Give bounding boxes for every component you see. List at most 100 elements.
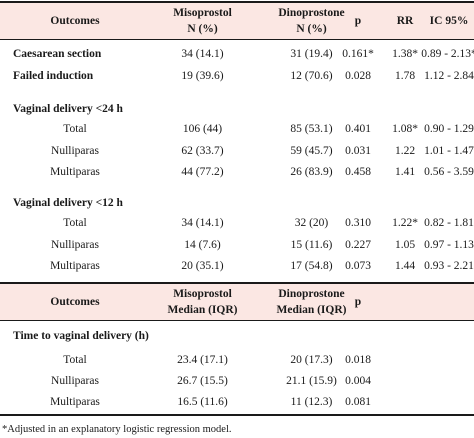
cell-dinoprostone: 11 (12.3) [290, 396, 333, 408]
header-misoprostol-line2: N (%) [187, 23, 218, 35]
table-row-vd12-total: Total 34 (14.1) 32 (20) 0.310 1.22* 0.82… [0, 213, 474, 233]
section-title: Time to vaginal delivery (h) [13, 330, 149, 342]
table-row-vd12-multi: Multiparas 20 (35.1) 17 (54.8) 0.073 1.4… [0, 256, 474, 276]
table-row-time-multi: Multiparas 16.5 (11.6) 11 (12.3) 0.081 [0, 392, 474, 412]
header-outcomes: Outcomes [50, 296, 100, 308]
cell-dinoprostone: 15 (11.6) [290, 239, 333, 251]
table-header-1: Outcomes Misoprostol N (%) Dinoprostone … [0, 3, 474, 39]
cell-misoprostol: 16.5 (11.6) [177, 396, 228, 408]
header-misoprostol-line1: Misoprostol [173, 7, 232, 19]
section-title: Vaginal delivery <12 h [13, 197, 123, 209]
cell-ic: 0.90 - 1.29 [424, 123, 474, 135]
row-label: Total [63, 354, 87, 366]
row-label: Nulliparas [51, 145, 99, 157]
cell-rr: 1.05 [394, 239, 416, 251]
cell-misoprostol: 62 (33.7) [181, 145, 224, 157]
cell-dinoprostone: 85 (53.1) [290, 123, 333, 135]
cell-rr: 1.78 [394, 70, 416, 82]
header-p: p [354, 296, 362, 308]
header-rule-1 [0, 39, 474, 40]
cell-p: 0.227 [345, 239, 371, 251]
table-row-vd24-multi: Multiparas 44 (77.2) 26 (83.9) 0.458 1.4… [0, 162, 474, 182]
table-header-2: Outcomes Misoprostol Median (IQR) Dinopr… [0, 284, 474, 320]
cell-misoprostol: 23.4 (17.1) [177, 354, 228, 366]
section-title: Vaginal delivery <24 h [13, 103, 123, 115]
cell-p: 0.028 [345, 70, 371, 82]
cell-p: 0.161* [342, 48, 374, 60]
header-misoprostol-line1: Misoprostol [173, 288, 232, 300]
cell-dinoprostone: 20 (17.3) [290, 354, 333, 366]
cell-rr: 1.38* [392, 48, 418, 60]
cell-misoprostol: 20 (35.1) [181, 260, 224, 272]
cell-dinoprostone: 32 (20) [294, 217, 329, 229]
table-row-vd24-nulli: Nulliparas 62 (33.7) 59 (45.7) 0.031 1.2… [0, 141, 474, 161]
section-title-time: Time to vaginal delivery (h) [0, 326, 474, 346]
row-label: Failed induction [13, 70, 94, 82]
header-outcomes: Outcomes [50, 15, 100, 27]
header-band-2 [0, 284, 474, 320]
table-row-time-total: Total 23.4 (17.1) 20 (17.3) 0.018 [0, 350, 474, 370]
cell-p: 0.018 [345, 354, 371, 366]
cell-ic: 0.93 - 2.21 [424, 260, 474, 272]
row-label: Nulliparas [51, 375, 99, 387]
cell-ic: 1.01 - 1.47 [424, 145, 474, 157]
cell-dinoprostone: 26 (83.9) [290, 166, 333, 178]
header-dinoprostone-line2: Median (IQR) [276, 304, 347, 316]
row-label: Multiparas [50, 396, 100, 408]
cell-p: 0.401 [345, 123, 371, 135]
cell-p: 0.081 [345, 396, 371, 408]
cell-p: 0.458 [345, 166, 371, 178]
cell-dinoprostone: 21.1 (15.9) [286, 375, 337, 387]
bottom-rule [0, 414, 474, 416]
table-row-time-nulli: Nulliparas 26.7 (15.5) 21.1 (15.9) 0.004 [0, 371, 474, 391]
section-rule [0, 282, 474, 284]
table-row-vd12-nulli: Nulliparas 14 (7.6) 15 (11.6) 0.227 1.05… [0, 235, 474, 255]
cell-rr: 1.08* [392, 123, 418, 135]
row-label: Caesarean section [13, 48, 102, 60]
section-title-vd24: Vaginal delivery <24 h [0, 99, 474, 119]
header-misoprostol: Misoprostol N (%) [150, 5, 255, 37]
cell-misoprostol: 26.7 (15.5) [177, 375, 228, 387]
footnote: *Adjusted in an explanatory logistic reg… [2, 424, 232, 435]
cell-ic: 0.82 - 1.81 [424, 217, 474, 229]
cell-ic: 1.12 - 2.84 [424, 70, 474, 82]
cell-ic: 0.56 - 3.59 [424, 166, 474, 178]
cell-ic: 0.97 - 1.13 [424, 239, 474, 251]
header-dinoprostone: Dinoprostone Median (IQR) [257, 286, 366, 318]
cell-p: 0.004 [345, 375, 371, 387]
header-ic: IC 95% [429, 15, 469, 27]
cell-rr: 1.44 [394, 260, 416, 272]
header-band-1 [0, 3, 474, 39]
header-dinoprostone-line1: Dinoprostone [278, 288, 345, 300]
table-row-caesarean: Caesarean section 34 (14.1) 31 (19.4) 0.… [0, 44, 474, 64]
cell-ic: 0.89 - 2.13* [421, 48, 474, 60]
row-label: Nulliparas [51, 239, 99, 251]
section-title-vd12: Vaginal delivery <12 h [0, 193, 474, 213]
cell-p: 0.073 [345, 260, 371, 272]
header-dinoprostone-line2: N (%) [296, 23, 327, 35]
cell-dinoprostone: 17 (54.8) [290, 260, 333, 272]
cell-misoprostol: 34 (14.1) [181, 48, 224, 60]
cell-rr: 1.41 [394, 166, 416, 178]
cell-dinoprostone: 59 (45.7) [290, 145, 333, 157]
cell-misoprostol: 106 (44) [182, 123, 223, 135]
header-rule-2 [0, 320, 474, 321]
cell-misoprostol: 44 (77.2) [181, 166, 224, 178]
header-misoprostol: Misoprostol Median (IQR) [150, 286, 255, 318]
header-p: p [354, 15, 362, 27]
row-label: Total [63, 123, 87, 135]
table-row-vd24-total: Total 106 (44) 85 (53.1) 0.401 1.08* 0.9… [0, 119, 474, 139]
table-row-failed: Failed induction 19 (39.6) 12 (70.6) 0.0… [0, 66, 474, 86]
cell-rr: 1.22* [392, 217, 418, 229]
header-misoprostol-line2: Median (IQR) [167, 304, 238, 316]
header-dinoprostone-line1: Dinoprostone [278, 7, 345, 19]
cell-misoprostol: 34 (14.1) [181, 217, 224, 229]
header-rr: RR [396, 15, 414, 27]
cell-p: 0.031 [345, 145, 371, 157]
cell-misoprostol: 19 (39.6) [181, 70, 224, 82]
cell-misoprostol: 14 (7.6) [184, 239, 221, 251]
row-label: Total [63, 217, 87, 229]
header-dinoprostone: Dinoprostone N (%) [257, 5, 366, 37]
cell-dinoprostone: 12 (70.6) [290, 70, 333, 82]
top-rule [0, 1, 474, 3]
